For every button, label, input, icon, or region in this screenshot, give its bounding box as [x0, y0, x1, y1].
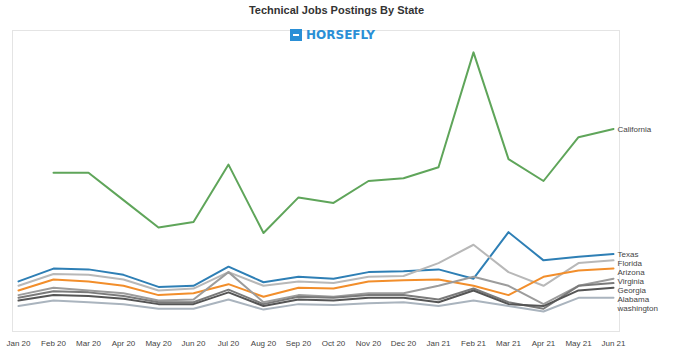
- svg-text:Apr 21: Apr 21: [532, 339, 556, 348]
- svg-text:Jul 20: Jul 20: [218, 339, 240, 348]
- svg-text:Nov 20: Nov 20: [356, 339, 382, 348]
- svg-text:California: California: [618, 125, 652, 134]
- svg-text:Apr 20: Apr 20: [112, 339, 136, 348]
- html-text:HORSEFLY: HORSEFLY: [306, 28, 375, 42]
- svg-text:Jan 21: Jan 21: [426, 339, 451, 348]
- svg-text:Sep 20: Sep 20: [286, 339, 312, 348]
- svg-text:washington: washington: [617, 304, 658, 313]
- svg-text:Mar 21: Mar 21: [496, 339, 521, 348]
- svg-text:May 20: May 20: [145, 339, 172, 348]
- svg-text:Aug 20: Aug 20: [251, 339, 277, 348]
- html-text:Technical Jobs Postings By Sta: Technical Jobs Postings By State: [248, 4, 425, 16]
- svg-text:Jun 21: Jun 21: [601, 339, 626, 348]
- svg-text:Texas: Texas: [618, 250, 639, 259]
- svg-text:May 21: May 21: [565, 339, 592, 348]
- svg-text:Arizona: Arizona: [618, 268, 646, 277]
- svg-text:Feb 21: Feb 21: [461, 339, 486, 348]
- svg-text:Oct 20: Oct 20: [322, 339, 346, 348]
- svg-text:Virginia: Virginia: [618, 277, 645, 286]
- svg-text:Feb 20: Feb 20: [41, 339, 66, 348]
- svg-text:Jun 20: Jun 20: [181, 339, 206, 348]
- svg-text:Georgia: Georgia: [618, 286, 647, 295]
- svg-text:Mar 20: Mar 20: [76, 339, 101, 348]
- svg-text:Florida: Florida: [618, 259, 643, 268]
- svg-text:Alabama: Alabama: [618, 295, 650, 304]
- svg-text:Jan 20: Jan 20: [6, 339, 31, 348]
- svg-text:Dec 20: Dec 20: [391, 339, 417, 348]
